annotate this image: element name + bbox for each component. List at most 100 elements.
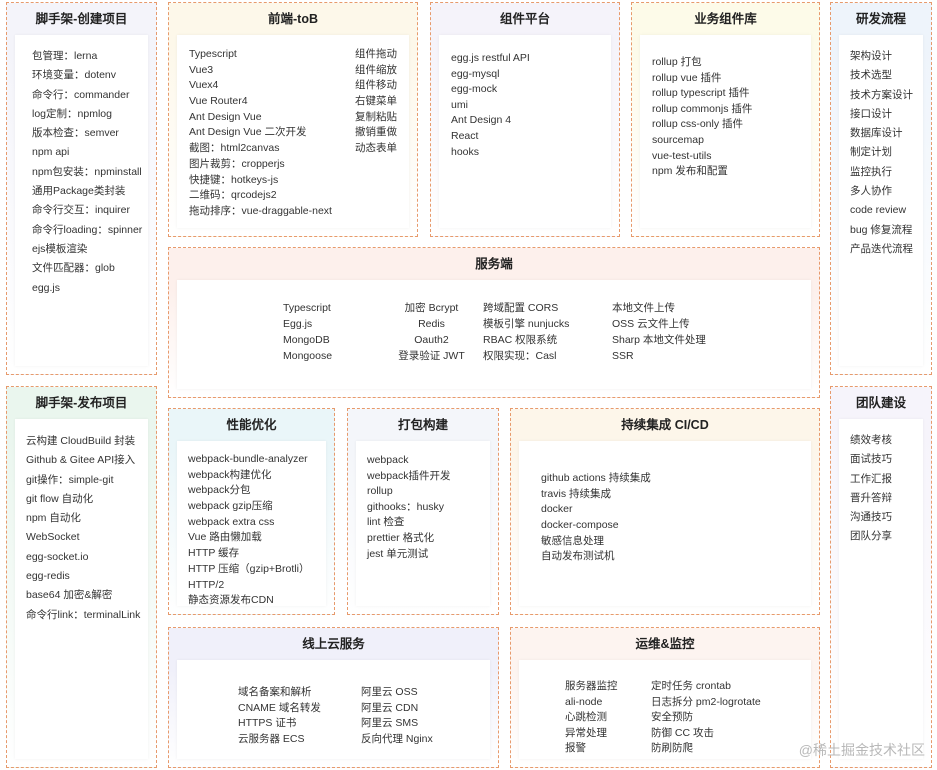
list-item: log定制：npmlog bbox=[32, 107, 112, 120]
list-item: travis 持续集成 bbox=[541, 487, 612, 500]
section-title: 打包构建 bbox=[397, 418, 448, 432]
list-item: webpack extra css bbox=[188, 515, 275, 528]
section-server: 服务端 Typescript Egg.js MongoDB Mongoose 加密 Bcr… bbox=[168, 247, 820, 398]
list-item: 环境变量：dotenv bbox=[32, 69, 117, 82]
list-item: 工作汇报 bbox=[850, 472, 892, 485]
item-columns: egg.js restful API egg-mysql egg-mock umi An… bbox=[451, 51, 530, 160]
list-item: webpack gzip压缩 bbox=[188, 500, 273, 513]
list-item: 阿里云 OSS bbox=[361, 686, 418, 698]
list-item: 动态表单 bbox=[355, 142, 397, 155]
list-item: 架构设计 bbox=[850, 50, 892, 62]
list-item: docker-compose bbox=[541, 519, 619, 532]
list-item: webpack插件开发 bbox=[367, 469, 451, 482]
list-item: 通用Package类封装 bbox=[32, 185, 126, 198]
list-item: base64 加密&解密 bbox=[26, 589, 113, 602]
section-panel bbox=[356, 441, 490, 606]
list-item: 文件匹配器：glob bbox=[32, 262, 115, 275]
list-item: 团队分享 bbox=[850, 530, 892, 543]
section-panel bbox=[177, 660, 490, 759]
list-item: prettier 格式化 bbox=[367, 531, 435, 544]
item-columns: rollup 打包 rollup vue 插件 rollup typescript … bbox=[652, 55, 752, 180]
list-item: 截图：html2canvas bbox=[189, 142, 280, 155]
list-item: 命令行：commander bbox=[32, 88, 130, 101]
section-panel bbox=[839, 419, 923, 759]
section-panel bbox=[519, 660, 811, 759]
item-columns: 包管理：lerna 环境变量：dotenv 命令行：commander log定制：n… bbox=[32, 47, 142, 298]
section-team: 团队建设 绩效考核 面试技巧 工作汇报 晋升答辩 沟通技巧 团队分享 bbox=[830, 386, 932, 768]
item-column: 组件拖动 组件缩放 组件移动 右键菜单 复制粘贴 撤销重做 动态表单 bbox=[355, 47, 397, 220]
item-column: 跨域配置 CORS 模板引擎 nunjucks RBAC 权限系统 权限实现：Casl bbox=[483, 300, 612, 364]
list-item: HTTP/2 bbox=[188, 578, 225, 591]
list-item: bug 修复流程 bbox=[850, 223, 913, 236]
list-item: WebSocket bbox=[26, 531, 80, 544]
list-item: 命令行loading：spinner bbox=[32, 223, 143, 236]
item-columns: 云构建 CloudBuild 封装 Github & Gitee API接入 git… bbox=[26, 432, 140, 625]
list-item: 反向代理 Nginx bbox=[361, 732, 433, 745]
item-column: webpack-bundle-analyzer webpack构建优化 webpac… bbox=[188, 452, 309, 609]
list-item: 监控执行 bbox=[850, 165, 892, 178]
list-item: rollup 打包 bbox=[652, 56, 702, 68]
list-item: rollup commonjs 插件 bbox=[652, 102, 753, 115]
list-item: docker bbox=[541, 503, 573, 516]
item-column: github actions 持续集成 travis 持续集成 docker dock… bbox=[541, 471, 651, 565]
section-build: 打包构建 webpack webpack插件开发 rollup githooks：hus… bbox=[347, 408, 499, 615]
list-item: HTTP 压缩（gzip+Brotli） bbox=[188, 562, 310, 575]
item-column: 包管理：lerna 环境变量：dotenv 命令行：commander log定制：n… bbox=[32, 47, 142, 298]
item-column: webpack webpack插件开发 rollup githooks：husky li… bbox=[367, 453, 450, 562]
item-column: 绩效考核 面试技巧 工作汇报 晋升答辩 沟通技巧 团队分享 bbox=[850, 431, 892, 547]
list-item: Ant Design Vue bbox=[189, 110, 262, 123]
list-item: egg.js restful API bbox=[451, 52, 530, 64]
list-item: Vue3 bbox=[189, 63, 214, 76]
list-item: 面试技巧 bbox=[850, 453, 892, 466]
list-item: hooks bbox=[451, 145, 480, 158]
list-item: 产品迭代流程 bbox=[850, 242, 913, 255]
section-panel bbox=[15, 35, 148, 366]
section-frontend-tob: 前端-toB Typescript Vue3 Vuex4 Vue Router4 Ant … bbox=[168, 2, 418, 237]
list-item: egg.js bbox=[32, 281, 61, 294]
list-item: 加密 Bcrypt bbox=[404, 302, 459, 314]
section-scaffold-publish: 脚手架-发布项目 云构建 CloudBuild 封装 Github & Gitee … bbox=[6, 386, 157, 768]
list-item: Oauth2 bbox=[414, 334, 449, 346]
section-panel bbox=[640, 35, 811, 228]
list-item: 跨域配置 CORS bbox=[483, 302, 559, 314]
list-item: 晋升答辩 bbox=[850, 491, 892, 504]
list-item: Ant Design 4 bbox=[451, 114, 512, 127]
section-cicd: 持续集成 CI/CD github actions 持续集成 travis 持续集成… bbox=[510, 408, 820, 615]
list-item: Redis bbox=[418, 318, 445, 330]
list-item: webpack构建优化 bbox=[188, 468, 272, 481]
list-item: 复制粘贴 bbox=[355, 110, 397, 123]
section-title: 性能优化 bbox=[226, 418, 277, 432]
section-performance: 性能优化 webpack-bundle-analyzer webpack构建优化 we… bbox=[168, 408, 335, 615]
section-panel bbox=[519, 441, 811, 606]
item-column: Typescript Vue3 Vuex4 Vue Router4 Ant Design… bbox=[189, 47, 332, 220]
item-column: 本地文件上传 OSS 云文件上传 Sharp 本地文件处理 SSR bbox=[612, 300, 706, 364]
list-item: rollup bbox=[367, 485, 393, 498]
list-item: 数据库设计 bbox=[850, 127, 903, 140]
section-panel bbox=[15, 419, 148, 759]
list-item: 组件拖动 bbox=[355, 48, 397, 60]
list-item: Mongoose bbox=[283, 350, 333, 362]
section-title: 线上云服务 bbox=[302, 637, 365, 651]
section-panel bbox=[177, 280, 811, 389]
list-item: 拖动排序：vue-draggable-next bbox=[189, 204, 332, 217]
list-item: webpack-bundle-analyzer bbox=[188, 453, 308, 465]
list-item: React bbox=[451, 129, 479, 142]
item-column: 加密 Bcrypt Redis Oauth2 登录验证 JWT bbox=[380, 300, 483, 364]
list-item: npm 自动化 bbox=[26, 512, 81, 525]
item-column: rollup 打包 rollup vue 插件 rollup typescript … bbox=[652, 55, 752, 180]
list-item: ejs模板渲染 bbox=[32, 242, 88, 255]
list-item: egg-mock bbox=[451, 83, 498, 96]
item-columns: 服务器监控 ali-node 心跳检测 异常处理 报警 定时任务 crontab 日志拆分 … bbox=[565, 679, 761, 757]
item-column: 阿里云 OSS 阿里云 CDN 阿里云 SMS 反向代理 Nginx bbox=[361, 685, 433, 747]
list-item: 版本检查：semver bbox=[32, 127, 119, 140]
list-item: Typescript bbox=[283, 302, 331, 314]
list-item: MongoDB bbox=[283, 334, 330, 346]
list-item: Ant Design Vue 二次开发 bbox=[189, 126, 307, 139]
item-columns: Typescript Egg.js MongoDB Mongoose 加密 Bcrypt… bbox=[283, 300, 706, 364]
list-item: 绩效考核 bbox=[850, 434, 892, 446]
section-business-components: 业务组件库 rollup 打包 rollup vue 插件 rollup typesc… bbox=[631, 2, 820, 237]
item-columns: Typescript Vue3 Vuex4 Vue Router4 Ant Design… bbox=[189, 47, 397, 220]
item-column: 域名备案和解析 CNAME 域名转发 HTTPS 证书 云服务器 ECS bbox=[238, 685, 361, 747]
section-title: 持续集成 CI/CD bbox=[621, 418, 709, 432]
list-item: 防刷防爬 bbox=[651, 742, 693, 755]
